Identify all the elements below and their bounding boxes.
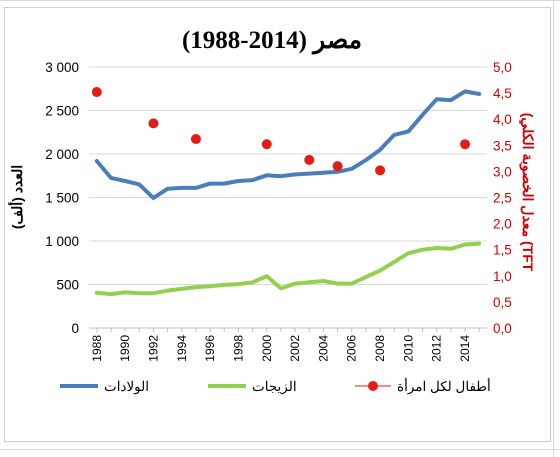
tfr-point	[148, 118, 159, 129]
y-tick-label: 1 000	[45, 234, 79, 249]
gridlines	[89, 66, 487, 285]
x-tick-label: 1996	[203, 335, 217, 362]
axes	[89, 327, 487, 332]
tfr-point	[304, 154, 315, 165]
y2-tick-label: 3,5	[493, 138, 512, 153]
tfr-point	[460, 139, 471, 150]
tfr-point	[332, 161, 343, 172]
y2-tick-label: 2,5	[493, 191, 512, 206]
series-layer	[91, 87, 482, 297]
x-tick-label: 2014	[458, 335, 472, 362]
legend-label-births: الولادات	[104, 379, 149, 395]
x-tick-label: 2010	[401, 335, 415, 362]
y2-axis-ticks: 0,0 0,5 1,0 1,5 2,0 2,5 3,0 3,5 4,0 4,5 5,0	[493, 60, 512, 336]
y-axis-title: العدد (ألف)	[7, 165, 25, 229]
x-tick-label: 2012	[430, 335, 444, 362]
y-tick-label: 0	[71, 321, 79, 336]
series-line-1	[94, 241, 482, 297]
y-tick-label: 2 000	[45, 147, 79, 162]
y2-tick-label: 0,0	[493, 321, 512, 336]
y2-axis-title: TFT) معدل الخصوبة الكلي)	[519, 113, 536, 272]
tfr-point	[190, 134, 201, 145]
x-tick-label: 2000	[260, 335, 274, 362]
y-tick-label: 500	[56, 278, 79, 293]
y2-tick-label: 1,5	[493, 243, 512, 258]
legend: الولادات الزيجات أطفال لكل امرأة	[60, 376, 491, 395]
legend-swatch-tfr	[368, 381, 378, 391]
y-tick-label: 2 500	[45, 104, 79, 119]
y2-tick-label: 0,5	[493, 295, 512, 310]
series-line-0	[94, 89, 482, 200]
x-tick-label: 2006	[345, 335, 359, 362]
y-axis-ticks: 0 500 1 000 1 500 2 000 2 500 3 000	[45, 60, 79, 336]
x-tick-label: 1990	[118, 335, 132, 362]
tfr-point	[375, 165, 386, 176]
x-axis-ticks: 1988 1990 1992 1994 1996 1998 2000 2002 2004 2006…	[90, 335, 472, 362]
y-tick-label: 3 000	[45, 60, 79, 75]
y2-tick-label: 4,0	[493, 112, 512, 127]
chart-title: مصر (2014-1988)	[182, 27, 362, 55]
y2-tick-label: 4,5	[493, 86, 512, 101]
y2-tick-label: 3,0	[493, 164, 512, 179]
tfr-point	[91, 87, 102, 98]
x-tick-label: 1992	[146, 335, 160, 362]
x-tick-label: 2002	[288, 335, 302, 362]
legend-label-tfr: أطفال لكل امرأة	[397, 376, 491, 395]
y2-tick-label: 5,0	[493, 60, 512, 75]
chart-area[interactable]	[4, 7, 551, 442]
x-tick-label: 1988	[90, 335, 104, 362]
x-tick-label: 2008	[373, 335, 387, 362]
y2-tick-label: 1,0	[493, 269, 512, 284]
y-tick-label: 1 500	[45, 191, 79, 206]
y2-tick-label: 2,0	[493, 217, 512, 232]
tfr-point	[261, 139, 272, 150]
legend-label-marriages: الزيجات	[252, 379, 297, 395]
x-tick-label: 1994	[175, 335, 189, 362]
x-tick-label: 1998	[231, 335, 245, 362]
x-tick-label: 2004	[316, 335, 330, 362]
